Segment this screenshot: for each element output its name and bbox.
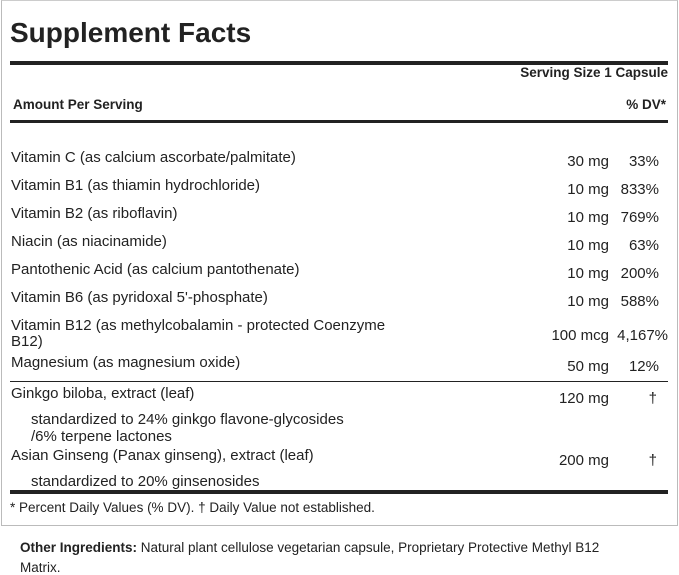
nutrient-amount: 50 mg [567, 358, 609, 375]
nutrient-name-line: Niacin (as niacinamide) [11, 233, 167, 250]
botanical-dv: † [648, 452, 657, 469]
nutrient-name-line: Vitamin B2 (as riboflavin) [11, 205, 178, 222]
nutrient-dv: 769% [620, 209, 659, 226]
nutrient-name: Niacin (as niacinamide) [11, 233, 167, 250]
nutrient-dv: 12% [628, 358, 659, 375]
botanical-detail: standardized to 24% ginkgo flavone-glyco… [31, 411, 344, 428]
nutrient-amount: 30 mg [567, 153, 609, 170]
serving-size: Serving Size 1 Capsule [520, 65, 668, 80]
nutrient-amount: 10 mg [567, 181, 609, 198]
panel-title: Supplement Facts [10, 17, 252, 48]
bottom-thick-divider [10, 490, 668, 494]
other-ingredients-text: Natural plant cellulose vegetarian capsu… [137, 540, 600, 555]
nutrient-name-line: Vitamin C (as calcium ascorbate/palmitat… [11, 149, 296, 166]
nutrient-name-line: Vitamin B1 (as thiamin hydrochloride) [11, 177, 261, 194]
nutrient-name-line: Vitamin B6 (as pyridoxal 5'-phosphate) [11, 289, 268, 306]
botanical-amount: 120 mg [558, 390, 609, 407]
nutrient-name: Magnesium (as magnesium oxide) [11, 354, 240, 371]
section-divider [10, 381, 668, 382]
nutrient-name-line: Vitamin B12 (as methylcobalamin - protec… [11, 317, 386, 334]
nutrient-dv: 200% [620, 265, 659, 282]
nutrient-name: Vitamin B6 (as pyridoxal 5'-phosphate) [11, 289, 268, 306]
nutrient-name: Vitamin C (as calcium ascorbate/palmitat… [11, 149, 296, 166]
other-ingredients-cont: Matrix. [20, 560, 61, 575]
nutrient-amount: 10 mg [567, 237, 609, 254]
botanical-dv: † [648, 390, 657, 407]
nutrient-dv: 833% [620, 181, 659, 198]
nutrient-name: Vitamin B2 (as riboflavin) [11, 205, 177, 222]
botanical-name: Asian Ginseng (Panax ginseng), extract (… [11, 447, 314, 464]
amount-per-serving-header: Amount Per Serving [13, 97, 143, 112]
botanical-detail: standardized to 20% ginsenosides [31, 473, 260, 490]
dv-header: % DV* [626, 97, 666, 112]
botanical-amount: 200 mg [558, 452, 609, 469]
nutrient-dv: 588% [620, 293, 659, 310]
nutrient-name-line: Magnesium (as magnesium oxide) [11, 354, 241, 371]
nutrient-amount: 10 mg [567, 265, 609, 282]
supplement-facts-panel [1, 0, 678, 526]
footnote: * Percent Daily Values (% DV). † Daily V… [10, 500, 375, 515]
nutrient-dv: 33% [628, 153, 659, 170]
botanical-name: Ginkgo biloba, extract (leaf) [11, 385, 195, 402]
nutrient-dv: 4,167% [617, 327, 668, 344]
nutrient-amount: 10 mg [567, 293, 609, 310]
botanical-detail: /6% terpene lactones [31, 428, 172, 445]
nutrient-name: Pantothenic Acid (as calcium pantothenat… [11, 261, 300, 278]
nutrient-amount: 10 mg [567, 209, 609, 226]
header-divider [10, 120, 668, 123]
other-ingredients: Other Ingredients: Natural plant cellulo… [20, 540, 599, 555]
nutrient-amount: 100 mcg [551, 327, 609, 344]
nutrient-dv: 63% [628, 237, 659, 254]
other-ingredients-label: Other Ingredients: [20, 540, 138, 555]
nutrient-name-line: B12) [11, 333, 43, 350]
thick-divider [10, 61, 668, 65]
nutrient-name-line: Pantothenic Acid (as calcium pantothenat… [11, 261, 300, 278]
nutrient-name: Vitamin B1 (as thiamin hydrochloride) [11, 177, 260, 194]
nutrient-name: Vitamin B12 (as methylcobalamin - protec… [11, 318, 385, 350]
